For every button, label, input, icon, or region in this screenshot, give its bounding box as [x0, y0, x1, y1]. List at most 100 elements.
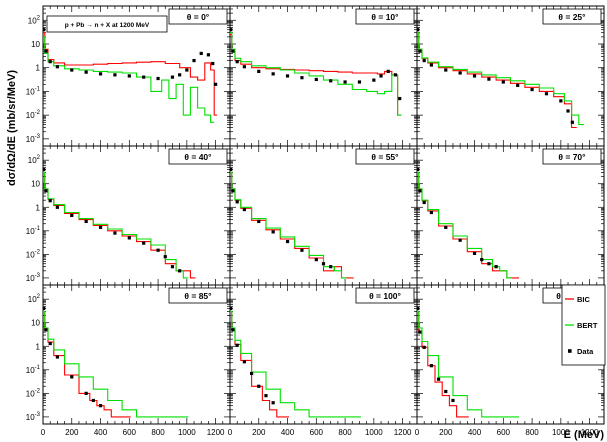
data-point [321, 262, 326, 266]
y-tick-label: 10-3 [26, 273, 41, 283]
data-point [178, 73, 182, 77]
data-point [235, 343, 239, 347]
data-point [249, 371, 254, 376]
data-point [444, 225, 448, 229]
y-tick-exponent: -1 [35, 365, 41, 371]
data-point [142, 241, 146, 245]
data-point [55, 355, 59, 359]
y-tick-label: 10-1 [26, 226, 41, 236]
data-point [398, 96, 402, 101]
angle-label-box [355, 8, 415, 25]
data-point [329, 79, 333, 83]
angle-label: θ = 10° [371, 12, 399, 22]
data-point [84, 70, 88, 74]
y-tick-exponent: -2 [35, 249, 41, 255]
x-tick-label: 1200 [207, 428, 225, 437]
data-point [357, 80, 362, 84]
series-bic-line [43, 310, 131, 418]
panel-frame [416, 5, 605, 147]
y-tick-exponent: 2 [37, 155, 41, 161]
panel-frame [416, 145, 605, 286]
y-axis-label: dσ/dΩ/dE (mb/sr/MeV) [6, 70, 18, 186]
data-point [235, 200, 239, 204]
angle-label: θ = 40° [184, 152, 212, 162]
legend-data-label: Data [577, 347, 594, 356]
data-point [48, 199, 52, 203]
data-point [271, 230, 275, 234]
legend-bic-label: BIC [577, 295, 591, 304]
data-point [570, 120, 574, 124]
angle-label: θ = 85° [184, 291, 212, 301]
data-point [566, 109, 570, 113]
data-point [422, 345, 426, 349]
panel-6: θ = 70° [416, 145, 605, 286]
series-bert-line [417, 171, 512, 279]
angle-label: θ = 55° [371, 152, 399, 162]
angle-label: θ = 0° [187, 12, 210, 22]
data-point [285, 74, 290, 78]
data-point [113, 231, 117, 235]
data-point [98, 225, 103, 229]
series-bert-line [417, 32, 584, 126]
data-point [372, 78, 376, 82]
data-point [170, 75, 175, 79]
x-tick-label: 1200 [581, 428, 599, 437]
reaction-label-box [46, 15, 168, 33]
data-point [214, 82, 218, 86]
data-point [417, 306, 420, 311]
data-point [91, 398, 95, 403]
angle-label-box [168, 148, 228, 165]
data-point [199, 51, 203, 56]
x-tick-label: 400 [94, 428, 108, 437]
angle-label-box [542, 8, 602, 25]
data-point [55, 205, 59, 209]
y-tick-exponent: -2 [35, 388, 41, 394]
angle-label-box [168, 8, 228, 25]
y-tick-exponent: 2 [37, 15, 41, 21]
data-point [178, 269, 182, 273]
angle-label: θ = 100° [369, 291, 401, 301]
panel-8: 0 200 400 600 800 1000 1200 θ = 100° [228, 284, 418, 437]
data-point [44, 328, 48, 332]
data-point [429, 210, 433, 215]
data-point [242, 65, 246, 69]
data-point [458, 238, 462, 242]
data-point [271, 401, 275, 405]
x-tick-label: 1200 [394, 428, 412, 437]
series-bic-line [230, 171, 354, 279]
data-point [314, 77, 318, 82]
series-bert-line [43, 171, 189, 279]
data-point [487, 262, 491, 266]
data-point [43, 167, 46, 172]
data-point [231, 189, 235, 193]
y-tick-exponent: -2 [35, 110, 41, 116]
data-point [343, 80, 347, 84]
data-point [70, 375, 74, 379]
data-point [257, 69, 261, 73]
data-point [458, 71, 462, 75]
data-point [393, 73, 398, 77]
data-point [113, 73, 117, 77]
y-tick-label: 10 [31, 40, 40, 49]
y-tick-label: 1 [36, 342, 41, 351]
data-point [451, 398, 455, 403]
data-point [55, 65, 59, 69]
data-point [417, 167, 420, 172]
x-tick-label: 600 [123, 428, 137, 437]
data-point [379, 74, 383, 78]
panel-frame [42, 284, 231, 425]
y-tick-label: 102 [28, 15, 41, 25]
data-point [417, 28, 420, 32]
angle-label-box [355, 287, 415, 304]
x-tick-label: 800 [151, 428, 165, 437]
y-tick-exponent: -3 [35, 273, 41, 279]
data-point [48, 60, 52, 64]
data-point [436, 377, 441, 381]
x-tick-label: 0 [41, 428, 46, 437]
data-point [170, 265, 175, 269]
panel-3: θ = 25° [416, 5, 605, 147]
x-tick-label: 1000 [365, 428, 383, 437]
data-point [142, 75, 146, 79]
series-bert-line [43, 36, 215, 123]
data-point [516, 83, 520, 87]
